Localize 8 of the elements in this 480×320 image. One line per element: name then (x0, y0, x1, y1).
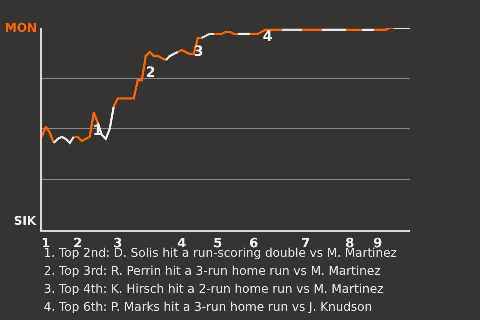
annotation: 3 (194, 44, 204, 60)
text: 3. Top 4th: K. Hirsch hit a 2-run home run vs M. Martinez (44, 282, 384, 296)
text: MON (5, 21, 38, 35)
text: SIK (14, 214, 38, 228)
annotation: 4 (263, 29, 273, 45)
text: 4. Top 6th: P. Marks hit a 3-run home run vs J. Knudson (44, 300, 372, 314)
annotation: 2 (146, 65, 156, 81)
text: 2. Top 3rd: R. Perrin hit a 3-run home run vs M. Martinez (44, 264, 381, 278)
